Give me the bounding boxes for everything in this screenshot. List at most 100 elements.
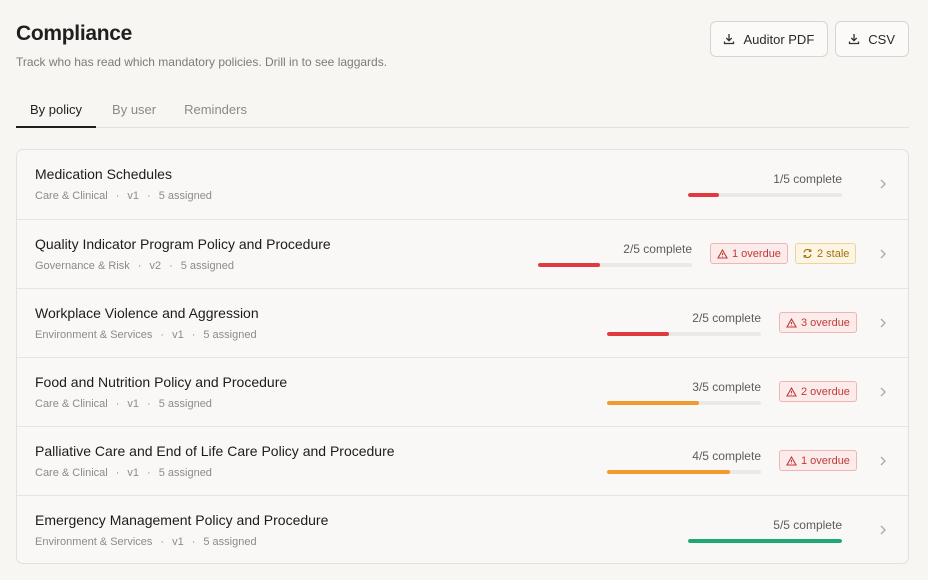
progress-bar [538,263,692,267]
progress-text: 3/5 complete [692,380,761,394]
separator-dot: · [137,260,142,272]
progress-fill [538,263,600,267]
progress-bar [688,193,842,197]
page-subtitle: Track who has read which mandatory polic… [16,55,388,69]
policy-title: Quality Indicator Program Policy and Pro… [35,236,331,252]
progress-text: 4/5 complete [692,449,761,463]
csv-label: CSV [868,31,895,47]
csv-button[interactable]: CSV [835,21,909,57]
policy-assigned: 5 assigned [203,536,257,548]
tab-reminders[interactable]: Reminders [184,102,247,117]
policy-row[interactable]: Workplace Violence and Aggression Enviro… [17,288,908,357]
tab-by-policy[interactable]: By policy [16,96,97,128]
policy-category: Environment & Services [35,329,153,341]
policy-category: Care & Clinical [35,398,108,410]
progress-text: 2/5 complete [623,242,692,256]
policy-row[interactable]: Quality Indicator Program Policy and Pro… [17,219,908,288]
warning-icon [786,386,797,397]
chevron-right-icon [880,179,886,189]
policy-title: Workplace Violence and Aggression [35,305,259,321]
chevron-right-icon [880,249,886,259]
policy-assigned: 5 assigned [203,329,257,341]
stale-badge-label: 2 stale [817,247,850,260]
download-icon [849,34,860,45]
progress-text: 5/5 complete [773,518,842,532]
policy-title: Palliative Care and End of Life Care Pol… [35,443,395,459]
separator-dot: · [169,260,173,272]
policy-row[interactable]: Medication Schedules Care & Clinical · v1 ·… [17,150,908,219]
separator-dot: · [147,398,151,410]
chevron-right-icon [880,318,886,328]
warning-icon [786,317,797,328]
separator-dot: · [160,329,165,341]
separator-dot: · [191,536,196,548]
policy-meta: Governance & Risk · v2 · 5 assigned [35,260,234,272]
separator-dot: · [147,467,151,479]
policy-title: Food and Nutrition Policy and Procedure [35,374,288,390]
chevron-right-icon [880,525,886,535]
policy-version: v1 [127,190,140,202]
chevron-right-icon [880,387,886,397]
policy-assigned: 5 assigned [158,190,212,202]
tab-by-user[interactable]: By user [112,102,157,117]
header-actions: Auditor PDF CSV [710,21,909,57]
overdue-badge: 3 overdue [779,312,857,333]
progress-bar [607,470,761,474]
progress-text: 2/5 complete [692,311,761,325]
policy-title: Medication Schedules [35,166,172,182]
overdue-badge-label: 3 overdue [801,316,850,329]
policy-row[interactable]: Palliative Care and End of Life Care Pol… [17,426,908,495]
separator-dot: · [115,398,120,410]
download-icon [724,34,735,45]
separator-dot: · [160,536,165,548]
warning-icon [717,248,728,259]
chevron-right-icon [880,456,886,466]
page-title: Compliance [16,22,133,45]
policy-category: Environment & Services [35,536,153,548]
progress-fill [688,539,842,543]
tab-bar: By policy By user Reminders [16,96,909,128]
policy-version: v2 [149,260,162,272]
stale-badge: 2 stale [795,243,857,264]
warning-icon [786,455,797,466]
progress-fill [607,470,731,474]
overdue-badge-label: 2 overdue [801,385,850,398]
policy-version: v1 [127,398,140,410]
policy-category: Governance & Risk [35,260,130,272]
policy-category: Care & Clinical [35,467,108,479]
policy-version: v1 [127,467,140,479]
policy-row[interactable]: Food and Nutrition Policy and Procedure … [17,357,908,426]
overdue-badge-label: 1 overdue [732,247,781,260]
progress-fill [688,193,719,197]
auditor-pdf-button[interactable]: Auditor PDF [710,21,829,57]
policy-row[interactable]: Emergency Management Policy and Procedur… [17,495,908,563]
policy-assigned: 5 assigned [158,467,212,479]
overdue-badge: 1 overdue [710,243,788,264]
overdue-badge-label: 1 overdue [801,454,850,467]
overdue-badge: 1 overdue [779,450,857,471]
progress-fill [607,401,700,405]
progress-bar [688,539,842,543]
policy-title: Emergency Management Policy and Procedur… [35,512,329,528]
progress-bar [607,332,761,336]
overdue-badge: 2 overdue [779,381,857,402]
policy-assigned: 5 assigned [180,260,234,272]
separator-dot: · [191,329,196,341]
progress-bar [607,401,761,405]
policy-list: Medication Schedules Care & Clinical · v1 ·… [16,149,909,564]
separator-dot: · [147,190,151,202]
separator-dot: · [115,190,120,202]
policy-assigned: 5 assigned [158,398,212,410]
progress-text: 1/5 complete [773,172,842,186]
separator-dot: · [115,467,120,479]
policy-version: v1 [172,329,184,341]
policy-meta: Care & Clinical · v1 · 5 assigned [35,190,212,202]
policy-meta: Care & Clinical · v1 · 5 assigned [35,467,212,479]
policy-category: Care & Clinical [35,190,108,202]
policy-meta: Environment & Services · v1 · 5 assigned [35,329,257,341]
auditor-pdf-label: Auditor PDF [743,31,815,47]
policy-version: v1 [172,536,184,548]
policy-meta: Environment & Services · v1 · 5 assigned [35,536,257,548]
refresh-icon [803,249,812,258]
policy-meta: Care & Clinical · v1 · 5 assigned [35,398,212,410]
